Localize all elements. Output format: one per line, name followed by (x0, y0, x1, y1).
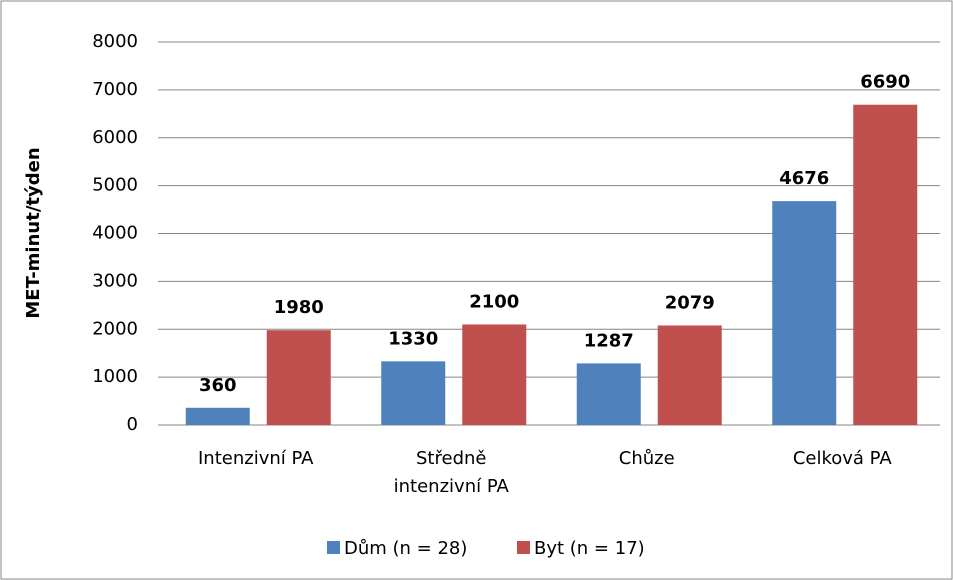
legend-label: Byt (n = 17) (534, 538, 645, 559)
bar (185, 407, 250, 425)
y-tick-label: 7000 (92, 79, 138, 100)
data-label: 2100 (469, 291, 519, 312)
data-label: 1287 (584, 330, 634, 351)
x-tick-label: Celková PA (792, 448, 892, 469)
data-label: 6690 (860, 72, 910, 93)
bar (381, 361, 446, 425)
x-tick-label: Středně intenzivní PA (393, 448, 509, 497)
y-tick-label: 5000 (92, 175, 138, 196)
legend-swatch (517, 541, 530, 554)
data-label: 1330 (388, 328, 438, 349)
y-tick-label: 0 (127, 414, 138, 435)
bar (772, 201, 837, 425)
legend-label: Dům (n = 28) (344, 538, 467, 559)
y-tick-label: 6000 (92, 127, 138, 148)
x-tick-label: Chůze (618, 448, 675, 469)
data-label: 4676 (779, 168, 829, 189)
y-tick-label: 2000 (92, 318, 138, 339)
y-tick-label: 8000 (92, 31, 138, 52)
data-label: 2079 (665, 292, 715, 313)
y-tick-label: 4000 (92, 223, 138, 244)
bar (657, 325, 722, 425)
bar (576, 363, 641, 425)
legend-swatch (327, 541, 340, 554)
bar (266, 330, 331, 425)
x-tick-label: Intenzivní PA (197, 448, 314, 469)
y-tick-label: 1000 (92, 366, 138, 387)
bar (853, 104, 918, 425)
data-label: 1980 (274, 297, 324, 318)
y-axis-label: MET-minut/týden (23, 147, 44, 318)
y-tick-label: 3000 (92, 270, 138, 291)
data-label: 360 (199, 375, 237, 396)
bar (462, 324, 527, 425)
